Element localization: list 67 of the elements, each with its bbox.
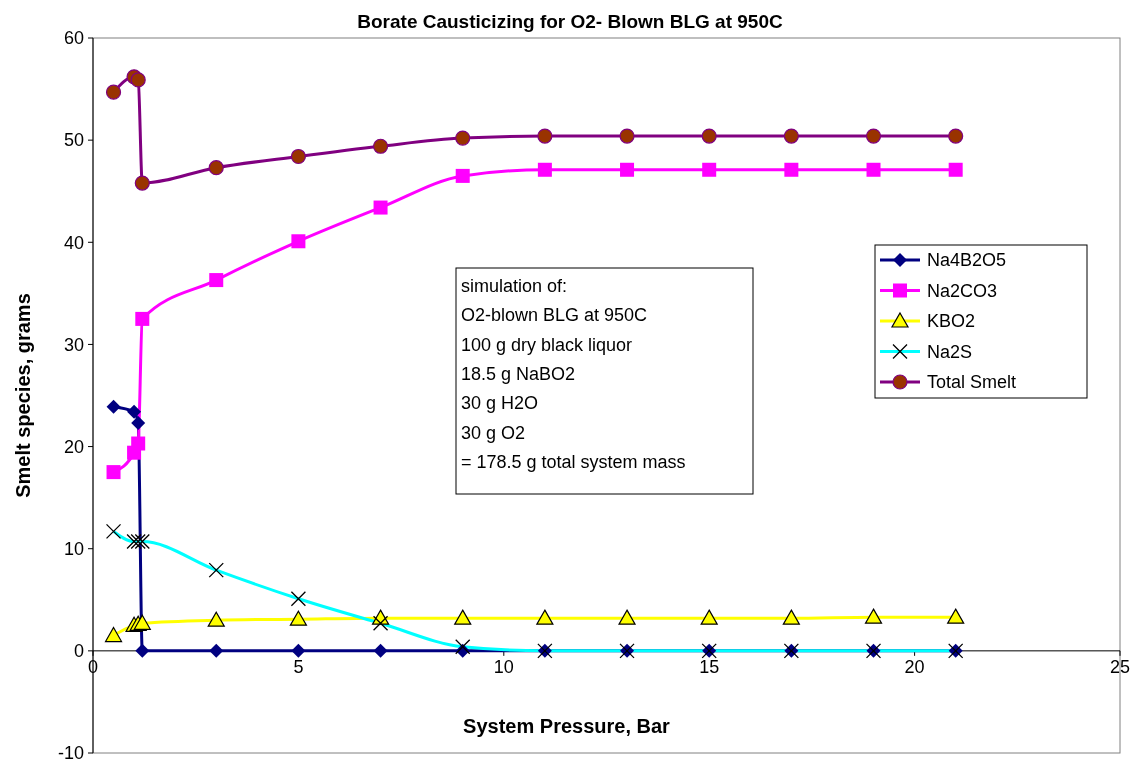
y-axis-title: Smelt species, grams bbox=[12, 293, 34, 498]
point bbox=[866, 162, 881, 177]
x-tick-label: 15 bbox=[699, 656, 720, 677]
point bbox=[702, 162, 717, 177]
point bbox=[207, 611, 225, 627]
point bbox=[700, 609, 718, 625]
point bbox=[455, 130, 471, 146]
point bbox=[784, 162, 799, 177]
point bbox=[865, 128, 882, 144]
y-tick-label: 10 bbox=[63, 539, 84, 560]
point bbox=[783, 128, 799, 144]
annotation: simulation of: O2-blown BLG at 950C 100 g dry black liquor 18.5 g NaBO2 30 g H2O 30 g O2 = 178.5 g total system mass bbox=[461, 276, 686, 472]
legend-label: Na2CO3 bbox=[927, 280, 998, 301]
point bbox=[537, 162, 552, 177]
y-tick-label: -10 bbox=[57, 743, 84, 764]
point bbox=[106, 465, 121, 480]
y-tick-label: 0 bbox=[73, 641, 84, 662]
point bbox=[455, 168, 470, 183]
point bbox=[131, 436, 146, 451]
point bbox=[209, 643, 224, 658]
point bbox=[209, 273, 224, 288]
point bbox=[537, 128, 553, 144]
point bbox=[127, 404, 142, 419]
point bbox=[106, 399, 121, 414]
point bbox=[864, 608, 883, 624]
point bbox=[372, 138, 389, 154]
point bbox=[105, 84, 122, 100]
x-tick-label: 5 bbox=[293, 656, 304, 677]
point bbox=[618, 609, 636, 625]
point bbox=[373, 200, 388, 215]
legend-label: KBO2 bbox=[927, 311, 976, 332]
point bbox=[373, 643, 388, 658]
point bbox=[619, 128, 635, 144]
point bbox=[130, 72, 146, 88]
x-tick-label: 25 bbox=[1109, 656, 1131, 677]
point bbox=[291, 643, 306, 658]
point bbox=[133, 614, 151, 630]
point bbox=[620, 162, 635, 177]
point bbox=[948, 162, 963, 177]
legend-label: Na4B2O5 bbox=[927, 250, 1007, 271]
point bbox=[135, 643, 150, 658]
legend-label: Total Smelt bbox=[927, 372, 1017, 393]
point bbox=[131, 416, 146, 431]
x-tick-label: 10 bbox=[493, 656, 514, 677]
y-tick-label: 60 bbox=[63, 28, 84, 49]
text-box: simulation of: O2-blown BLG at 950C 100 g dry black liquor 18.5 g NaBO2 30 g H2O 30 g O2 = 178.5 g total system mass bbox=[455, 267, 754, 495]
point bbox=[948, 128, 964, 144]
point bbox=[289, 610, 307, 626]
legend-label: Na2S bbox=[927, 341, 973, 362]
chart-title: Borate Causticizing for O2- Blown BLG at 950C bbox=[357, 11, 783, 32]
point bbox=[536, 609, 554, 625]
point bbox=[135, 311, 150, 326]
point bbox=[104, 626, 123, 643]
point bbox=[134, 175, 150, 191]
x-axis-title: System Pressure, Bar bbox=[463, 714, 671, 737]
x-tick-label: 20 bbox=[904, 656, 925, 677]
point bbox=[290, 148, 306, 165]
point bbox=[291, 234, 306, 249]
y-tick-label: 20 bbox=[63, 436, 84, 457]
y-tick-label: 30 bbox=[63, 334, 84, 355]
y-tick-label: 50 bbox=[63, 130, 84, 151]
point bbox=[454, 609, 472, 625]
point bbox=[782, 609, 800, 625]
y-tick-label: 40 bbox=[63, 232, 84, 253]
point bbox=[208, 160, 224, 176]
point bbox=[701, 128, 717, 144]
point bbox=[947, 608, 965, 624]
